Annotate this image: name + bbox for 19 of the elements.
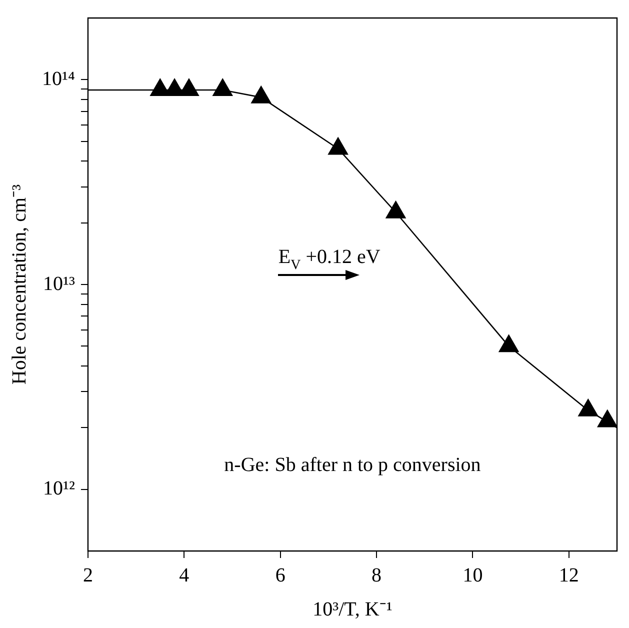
point (498, 334, 519, 352)
x-tick-label: 10 (462, 564, 483, 586)
y-tick-label: 10¹³ (42, 272, 75, 295)
point (328, 137, 348, 155)
y-tick-label: 10¹² (42, 478, 75, 500)
point (597, 410, 617, 428)
y-axis-title: Hole concentration, cm⁻³ (8, 184, 30, 385)
x-axis-title: 10³/T, K⁻¹ (312, 598, 392, 620)
point (386, 200, 406, 218)
x-tick-label: 8 (372, 564, 382, 586)
point (251, 86, 272, 104)
x-tick-label: 12 (558, 564, 579, 586)
point (212, 78, 233, 96)
x-tick-label: 4 (179, 564, 190, 586)
y-tick-label: 10¹⁴ (42, 68, 75, 90)
point (578, 398, 598, 416)
x-tick-label: 2 (82, 564, 93, 586)
annotation: n-Ge: Sb after n to p conversion (224, 454, 481, 476)
x-tick-label: 6 (275, 564, 286, 586)
